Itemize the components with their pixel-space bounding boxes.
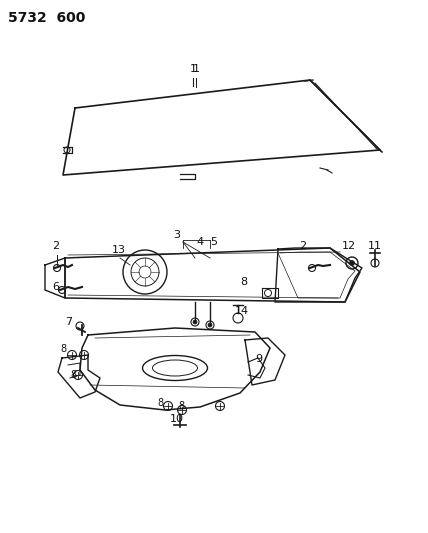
Text: 14: 14: [235, 306, 249, 316]
Text: 8: 8: [240, 277, 247, 287]
Text: 2: 2: [52, 241, 59, 251]
Text: 3: 3: [173, 230, 180, 240]
Text: 8: 8: [70, 370, 76, 380]
Text: 8: 8: [157, 398, 163, 408]
Text: 9: 9: [255, 354, 262, 364]
Text: 7: 7: [65, 317, 72, 327]
Text: 1: 1: [193, 64, 200, 74]
Text: 13: 13: [112, 245, 126, 255]
Circle shape: [208, 323, 212, 327]
Circle shape: [350, 261, 354, 265]
Text: 8: 8: [178, 401, 184, 411]
Text: 1: 1: [190, 64, 196, 74]
Text: 5: 5: [210, 237, 217, 247]
Text: 4: 4: [196, 237, 203, 247]
Text: 2: 2: [299, 241, 306, 251]
Circle shape: [193, 320, 197, 324]
Text: 12: 12: [342, 241, 356, 251]
Text: 11: 11: [368, 241, 382, 251]
Text: 8: 8: [60, 344, 66, 354]
Text: 10: 10: [170, 414, 184, 424]
Text: 5732  600: 5732 600: [8, 11, 85, 25]
Text: 6: 6: [52, 282, 59, 292]
